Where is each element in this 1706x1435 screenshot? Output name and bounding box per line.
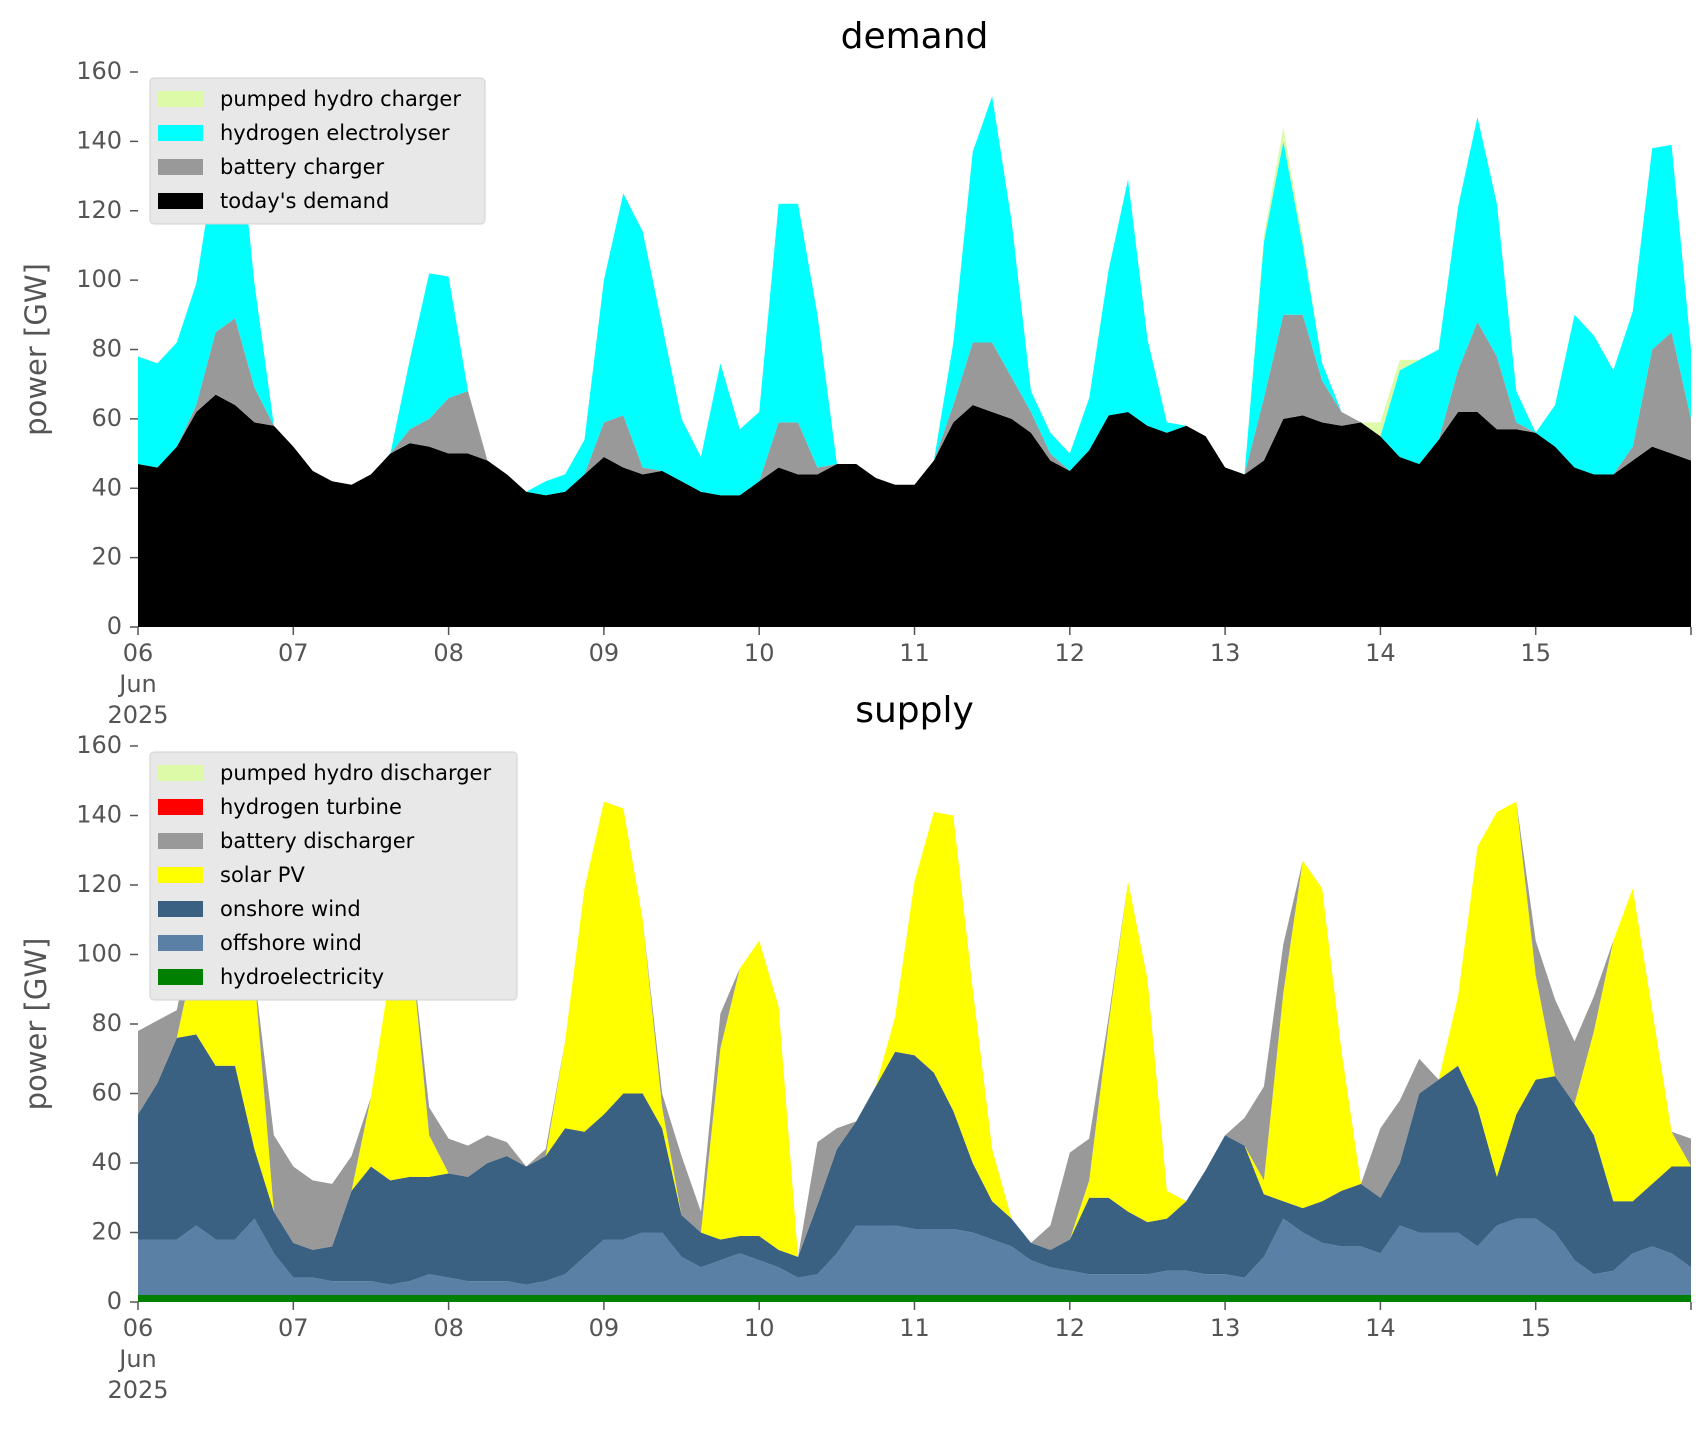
legend-swatch-battery-charger <box>158 159 203 175</box>
x-tick-label: 06 Jun 2025 <box>107 1314 168 1404</box>
legend-label-battery-discharger: battery discharger <box>220 829 415 853</box>
x-tick-label: 07 <box>278 639 309 667</box>
legend-swatch-offshore-wind <box>158 935 203 951</box>
y-tick-label: 40 <box>91 473 122 501</box>
legend: pumped hydro discharger hydrogen turbine b… <box>149 751 518 1001</box>
y-tick-label: 120 <box>76 196 122 224</box>
y-tick-label: 80 <box>91 335 122 363</box>
y-tick-label: 100 <box>76 940 122 968</box>
x-tick-label: 15 <box>1520 1314 1551 1342</box>
legend-label-onshore-wind: onshore wind <box>220 897 361 921</box>
y-axis-label: power [GW] <box>19 263 53 436</box>
area-battery-charger <box>138 314 1691 496</box>
legend-label-solar-pv: solar PV <box>220 863 305 887</box>
y-tick-label: 160 <box>76 57 122 85</box>
chart-title: supply <box>855 690 974 731</box>
x-tick-label: 08 <box>433 1314 464 1342</box>
x-tick-label: 10 <box>744 639 775 667</box>
x-tick-label: 13 <box>1210 639 1241 667</box>
x-tick-label: 13 <box>1210 1314 1241 1342</box>
y-tick-label: 80 <box>91 1009 122 1037</box>
y-tick-label: 100 <box>76 265 122 293</box>
x-tick-label: 15 <box>1520 639 1551 667</box>
y-tick-label: 160 <box>76 731 122 759</box>
x-tick-label: 12 <box>1055 1314 1086 1342</box>
y-tick-label: 60 <box>91 404 122 432</box>
legend-label-hydrogen-electrolyser: hydrogen electrolyser <box>220 121 450 145</box>
y-tick-label: 140 <box>76 126 122 154</box>
y-tick-label: 0 <box>107 1287 122 1315</box>
legend-swatch-hydroelectricity <box>158 969 203 985</box>
legend-swatch-battery-discharger <box>158 833 203 849</box>
area-onshore-wind <box>138 1034 1691 1285</box>
chart-title: demand <box>841 16 989 57</box>
x-tick-label: 08 <box>433 639 464 667</box>
legend-swatch-hydrogen-electrolyser <box>158 125 203 141</box>
legend-label-today-s-demand: today's demand <box>220 189 389 213</box>
area-solar-pv <box>138 770 1691 1257</box>
y-tick-label: 140 <box>76 801 122 829</box>
y-axis-label: power [GW] <box>19 938 53 1111</box>
y-tick-label: 40 <box>91 1148 122 1176</box>
y-tick-label: 120 <box>76 870 122 898</box>
chart-panel-demand: demand 0 20 40 60 80 100 120 140 160 power [GW] 06 J… <box>19 16 1692 729</box>
x-tick-label: 14 <box>1365 1314 1396 1342</box>
legend-label-pumped-hydro-discharger: pumped hydro discharger <box>220 761 491 785</box>
legend-swatch-pumped-hydro-charger <box>158 91 203 107</box>
legend-box <box>149 77 486 225</box>
legend-label-hydrogen-turbine: hydrogen turbine <box>220 795 402 819</box>
x-tick-label: 11 <box>899 1314 930 1342</box>
x-tick-label: 12 <box>1055 639 1086 667</box>
legend-label-battery-charger: battery charger <box>220 155 385 179</box>
legend-swatch-hydrogen-turbine <box>158 799 203 815</box>
legend-swatch-solar-pv <box>158 867 203 883</box>
x-tick-label: 06 Jun 2025 <box>107 639 168 729</box>
y-tick-label: 60 <box>91 1079 122 1107</box>
x-tick-label: 09 <box>589 1314 620 1342</box>
x-tick-label: 07 <box>278 1314 309 1342</box>
legend-box <box>149 751 518 1001</box>
area-offshore-wind <box>138 1218 1691 1296</box>
legend-swatch-pumped-hydro-discharger <box>158 765 203 781</box>
x-tick-label: 10 <box>744 1314 775 1342</box>
legend-label-pumped-hydro-charger: pumped hydro charger <box>220 87 461 111</box>
legend-swatch-today-s-demand <box>158 193 203 209</box>
x-tick-label: 09 <box>589 639 620 667</box>
legend-label-hydroelectricity: hydroelectricity <box>220 965 384 989</box>
area-hydrogen-electrolyser <box>138 92 1691 496</box>
area-today-s-demand <box>138 394 1691 627</box>
x-tick-label: 11 <box>899 639 930 667</box>
legend-label-offshore-wind: offshore wind <box>220 931 362 955</box>
legend-swatch-onshore-wind <box>158 901 203 917</box>
y-tick-label: 20 <box>91 1218 122 1246</box>
legend: pumped hydro charger hydrogen electrolyse… <box>149 77 486 225</box>
area-hydroelectricity <box>138 1295 1691 1302</box>
y-tick-label: 20 <box>91 543 122 571</box>
x-tick-label: 14 <box>1365 639 1396 667</box>
area-battery-discharger <box>138 770 1691 1257</box>
y-tick-label: 0 <box>107 612 122 640</box>
chart-panel-supply: supply 0 20 40 60 80 100 120 140 160 power [GW] 06 J… <box>19 690 1692 1404</box>
